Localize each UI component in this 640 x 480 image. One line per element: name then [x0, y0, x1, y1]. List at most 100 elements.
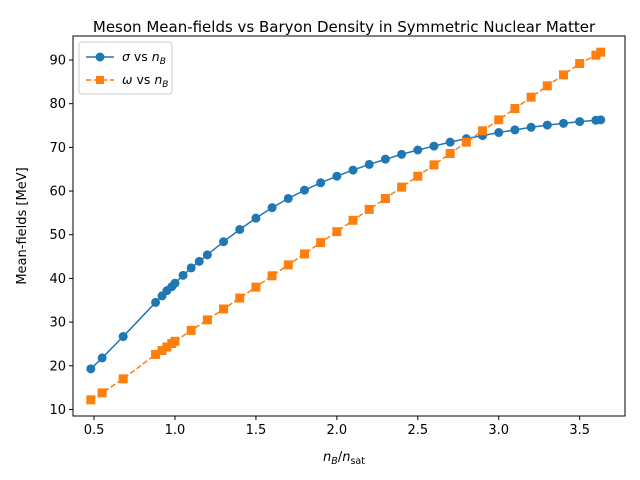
- data-point-sigma: [364, 159, 374, 169]
- x-axis-label-var2: n: [342, 450, 350, 465]
- data-point-sigma: [97, 353, 107, 363]
- chart-title: Meson Mean-fields vs Baryon Density in S…: [93, 18, 596, 36]
- data-point-sigma: [251, 213, 261, 223]
- data-point-omega: [267, 271, 277, 281]
- x-tick-label: 0.5: [84, 423, 105, 438]
- y-tick-label: 20: [49, 359, 66, 374]
- x-axis-label-sep: /: [338, 450, 343, 465]
- legend-marker-sigma: [95, 52, 105, 62]
- y-axis-label: Mean-fields [MeV]: [15, 167, 30, 284]
- series-layer: [86, 47, 606, 405]
- data-point-sigma: [348, 165, 358, 175]
- data-point-omega: [170, 336, 180, 346]
- data-point-omega: [316, 238, 326, 248]
- data-point-sigma: [186, 263, 196, 273]
- y-tick-label: 60: [49, 185, 66, 200]
- data-point-omega: [413, 171, 423, 181]
- data-point-sigma: [299, 185, 309, 195]
- data-point-omega: [461, 137, 471, 147]
- data-point-sigma: [380, 154, 390, 164]
- data-point-omega: [283, 260, 293, 270]
- series-sigma: [86, 115, 606, 374]
- data-point-sigma: [332, 171, 342, 181]
- data-point-omega: [558, 70, 568, 80]
- data-point-omega: [575, 59, 585, 69]
- data-point-omega: [86, 395, 96, 405]
- x-axis-label-sub: B: [331, 456, 338, 467]
- x-axis: 0.5 1.0 1.5 2.0 2.5 3.0 3.5: [84, 416, 590, 438]
- data-point-omega: [162, 342, 172, 352]
- data-point-omega: [97, 388, 107, 398]
- data-point-sigma: [558, 118, 568, 128]
- legend: σ vs nB ω vs nB: [78, 41, 173, 95]
- data-point-sigma: [235, 224, 245, 234]
- data-point-omega: [429, 160, 439, 170]
- x-tick-label: 3.0: [488, 423, 509, 438]
- data-point-sigma: [178, 270, 188, 280]
- y-tick-label: 40: [49, 272, 66, 287]
- x-tick-label: 3.5: [569, 423, 590, 438]
- data-point-omega: [542, 81, 552, 91]
- data-point-omega: [510, 104, 520, 114]
- data-point-sigma: [202, 250, 212, 260]
- data-point-omega: [251, 282, 261, 292]
- data-point-sigma: [542, 120, 552, 130]
- data-point-sigma: [219, 237, 229, 247]
- legend-label-sigma: σ vs nB: [122, 49, 166, 67]
- x-tick-label: 2.0: [327, 423, 348, 438]
- data-point-omega: [348, 215, 358, 225]
- legend-item-omega: ω vs nB: [86, 72, 168, 90]
- data-point-omega: [235, 293, 245, 303]
- y-tick-label: 10: [49, 403, 66, 418]
- data-point-omega: [445, 148, 455, 158]
- data-point-sigma: [596, 115, 606, 125]
- y-tick-label: 50: [49, 228, 66, 243]
- data-point-sigma: [413, 145, 423, 155]
- data-point-sigma: [118, 332, 128, 342]
- legend-item-sigma: σ vs nB: [86, 49, 166, 67]
- y-tick-label: 30: [49, 316, 66, 331]
- legend-label-omega: ω vs nB: [122, 72, 168, 90]
- data-point-sigma: [429, 141, 439, 151]
- data-point-omega: [332, 227, 342, 237]
- data-point-sigma: [510, 125, 520, 135]
- legend-marker-omega: [96, 76, 104, 84]
- x-axis-label-sub2: sat: [350, 456, 365, 467]
- x-tick-label: 1.5: [246, 423, 267, 438]
- data-point-sigma: [86, 364, 96, 374]
- data-point-omega: [591, 50, 601, 60]
- data-point-sigma: [283, 193, 293, 203]
- series-omega: [86, 47, 606, 405]
- data-point-omega: [364, 204, 374, 214]
- data-point-omega: [202, 315, 212, 325]
- x-axis-label: nB/nsat: [323, 450, 365, 467]
- data-point-omega: [186, 325, 196, 335]
- y-axis: 10 20 30 40 50 60 70 80 90: [49, 54, 73, 418]
- data-point-sigma: [397, 149, 407, 159]
- data-point-sigma: [575, 117, 585, 127]
- data-point-sigma: [316, 178, 326, 188]
- data-point-omega: [596, 47, 606, 57]
- x-tick-label: 1.0: [165, 423, 186, 438]
- y-tick-label: 90: [49, 54, 66, 69]
- data-point-omega: [478, 126, 488, 136]
- series-line-sigma: [90, 119, 601, 370]
- data-point-sigma: [151, 297, 161, 307]
- data-point-sigma: [267, 203, 277, 213]
- data-point-omega: [526, 92, 536, 102]
- data-point-omega: [118, 374, 128, 384]
- plot-frame: [72, 35, 626, 417]
- data-point-sigma: [494, 128, 504, 138]
- data-point-omega: [299, 249, 309, 259]
- data-point-sigma: [526, 122, 536, 132]
- data-point-sigma: [445, 137, 455, 147]
- y-tick-label: 80: [49, 97, 66, 112]
- data-point-omega: [397, 182, 407, 192]
- y-tick-label: 70: [49, 141, 66, 156]
- data-point-sigma: [194, 256, 204, 266]
- data-point-omega: [494, 115, 504, 125]
- data-point-omega: [219, 304, 229, 314]
- x-tick-label: 2.5: [407, 423, 428, 438]
